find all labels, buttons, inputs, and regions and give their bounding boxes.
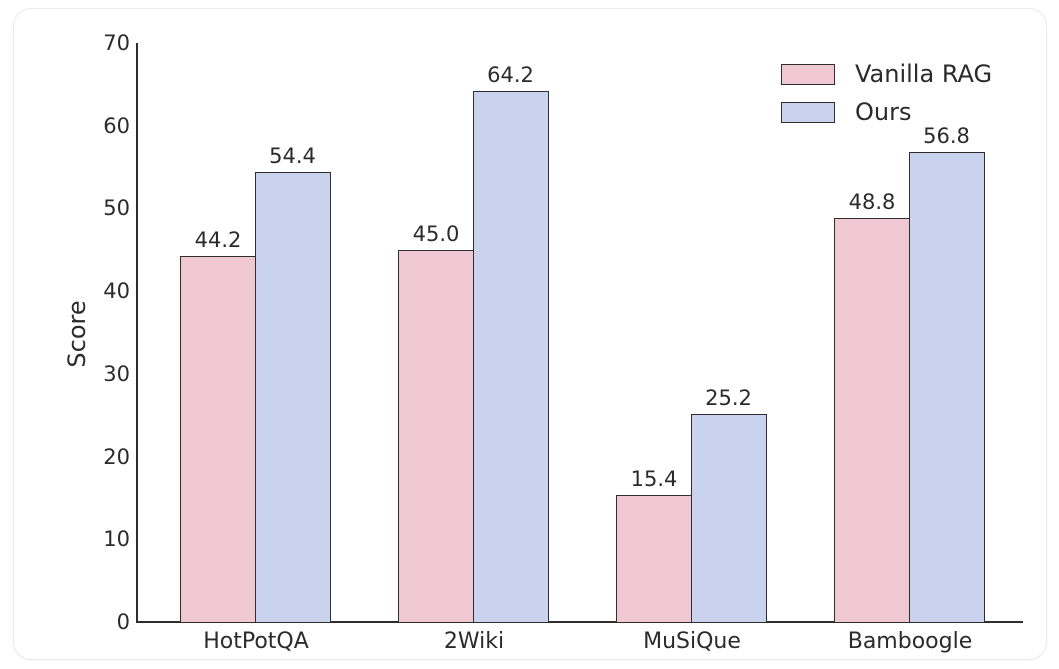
bar-value-label: 54.4 [269, 144, 316, 169]
bar-vanilla-rag [616, 494, 692, 624]
x-category-label: Bamboogle [847, 629, 973, 654]
bar-ours [690, 413, 767, 624]
y-axis-title: Score [63, 300, 91, 368]
bar-ours [472, 90, 549, 624]
bar-value-label: 44.2 [194, 228, 242, 253]
y-tick-label: 40 [103, 279, 130, 304]
bar-ours [908, 152, 985, 624]
y-axis-line [136, 43, 138, 623]
y-tick-label: 10 [103, 527, 130, 552]
x-category-label: 2Wiki [443, 629, 505, 654]
legend-label: Vanilla RAG [855, 60, 993, 88]
bar-ours [254, 172, 331, 624]
bar-vanilla-rag [398, 249, 474, 624]
y-tick-label: 50 [103, 196, 130, 221]
legend-swatch-ours [781, 102, 835, 123]
bar-value-label: 48.8 [848, 190, 896, 215]
y-tick-label: 60 [103, 113, 130, 138]
legend-swatch-vanilla-rag [781, 64, 835, 85]
legend-label: Ours [855, 98, 912, 126]
bar-vanilla-rag [180, 256, 256, 624]
bar-value-label: 25.2 [705, 385, 752, 410]
bar-vanilla-rag [834, 218, 910, 624]
y-tick-label: 20 [103, 444, 130, 469]
x-axis-line [136, 621, 1023, 623]
y-tick-label: 30 [103, 361, 130, 386]
x-category-label: HotPotQA [203, 629, 309, 654]
y-tick-label: 70 [103, 31, 130, 55]
bar-value-label: 45.0 [412, 221, 460, 246]
bar-value-label: 15.4 [630, 466, 678, 491]
x-category-label: MuSiQue [643, 629, 741, 654]
bar-value-label: 56.8 [923, 124, 970, 149]
bar-value-label: 64.2 [487, 62, 534, 87]
y-tick-label: 0 [116, 610, 130, 634]
